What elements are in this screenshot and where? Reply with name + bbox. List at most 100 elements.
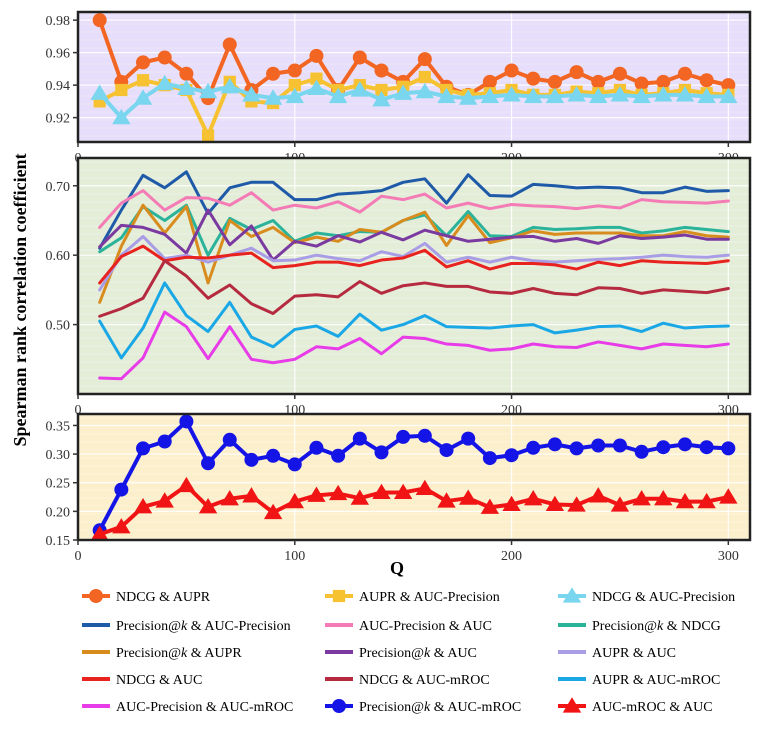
data-point-auc-mroc-and-auc: [112, 518, 131, 534]
panel-top-frame: [76, 10, 752, 144]
legend-item-precision-at-k-and-auc-precision: Precision@k & AUC-Precision: [82, 619, 291, 634]
data-point-ndcg-and-auc-precision: [437, 87, 456, 104]
panel-top: 0.920.940.960.980100200300: [46, 10, 752, 166]
data-point-auc-mroc-and-auc: [524, 490, 543, 506]
data-point-ndcg-and-aupr: [569, 65, 584, 80]
series-ndcg-and-auc-precision: [90, 74, 738, 125]
data-point-ndcg-and-auc-precision: [589, 87, 608, 104]
data-point-ndcg-and-auc-precision: [697, 87, 716, 104]
data-point-aupr-and-auc-precision: [115, 83, 128, 97]
data-point-ndcg-and-aupr: [677, 66, 692, 81]
legend-label: Precision@k & NDCG: [592, 619, 721, 634]
series-auc-mroc-and-auc: [90, 476, 738, 540]
data-point-auc-mroc-and-auc: [654, 490, 673, 506]
data-point-auc-mroc-and-auc: [198, 498, 218, 514]
data-point-auc-mroc-and-auc: [350, 489, 369, 505]
data-point-precision-at-k-and-auc-mroc: [201, 456, 216, 471]
legend-label: AUPR & AUC-mROC: [592, 673, 720, 688]
data-point-auc-mroc-and-auc: [610, 496, 630, 512]
legend-label: Precision@k & AUC-mROC: [359, 700, 521, 715]
series-ndcg-and-auc: [98, 244, 730, 285]
data-point-precision-at-k-and-auc-mroc: [374, 445, 389, 460]
series-ndcg-and-auc-mroc: [98, 259, 730, 318]
data-point-precision-at-k-and-auc-mroc: [677, 437, 692, 452]
data-point-precision-at-k-and-auc-mroc: [331, 448, 346, 463]
legend-label: Precision@k & AUPR: [116, 646, 242, 661]
legend-label: AUC-Precision & AUC-mROC: [116, 700, 293, 715]
series-line-auc-precision-and-auc: [98, 189, 730, 229]
legend-item-precision-at-k-and-ndcg: Precision@k & NDCG: [558, 619, 721, 634]
data-point-ndcg-and-auc-precision: [220, 78, 239, 94]
data-point-ndcg-and-auc-precision: [372, 91, 391, 107]
data-point-precision-at-k-and-auc-mroc: [244, 452, 259, 467]
data-point-ndcg-and-auc-precision: [415, 82, 435, 99]
data-point-precision-at-k-and-auc-mroc: [179, 414, 194, 429]
y-tick-label: 0.96: [46, 47, 71, 62]
legend-item-ndcg-and-auc: NDCG & AUC: [82, 673, 202, 688]
y-tick-label: 0.94: [46, 79, 71, 94]
series-auc-precision-and-auc-mroc: [98, 310, 730, 381]
data-point-ndcg-and-aupr: [352, 50, 367, 65]
data-point-ndcg-and-auc-precision: [155, 74, 174, 91]
panel-middle-plot: [98, 170, 730, 381]
data-point-ndcg-and-auc-precision: [307, 79, 326, 95]
y-tick-label: 0.92: [46, 112, 71, 127]
data-point-auc-mroc-and-auc: [177, 476, 196, 493]
legend-item-precision-at-k-and-auc: Precision@k & AUC: [325, 646, 477, 661]
y-tick-label: 0.20: [46, 505, 71, 520]
data-point-ndcg-and-auc-precision: [459, 89, 478, 105]
data-point-precision-at-k-and-auc-mroc: [721, 441, 736, 456]
panel-middle-frame: [76, 156, 752, 396]
legend-label: NDCG & AUC: [116, 673, 202, 688]
data-point-auc-mroc-and-auc: [437, 492, 456, 508]
x-tick-label: 0: [75, 403, 82, 418]
series-precision-at-k-and-aupr: [98, 203, 730, 304]
series-auc-precision-and-auc: [98, 189, 730, 229]
data-point-precision-at-k-and-auc-mroc: [417, 428, 432, 443]
data-point-ndcg-and-auc-precision: [263, 89, 283, 105]
data-point-ndcg-and-auc-precision: [285, 87, 304, 104]
data-point-auc-mroc-and-auc: [632, 490, 651, 506]
series-line-precision-at-k-and-aupr: [98, 203, 730, 304]
x-tick-label: 0: [75, 549, 82, 564]
data-point-auc-mroc-and-auc: [90, 525, 109, 540]
series-aupr-and-auc: [98, 234, 730, 292]
data-point-ndcg-and-aupr: [656, 74, 671, 89]
data-point-ndcg-and-auc-precision: [610, 86, 630, 102]
panel-top-plot: [90, 13, 738, 142]
legend-item-aupr-and-auc-precision: AUPR & AUC-Precision: [325, 589, 500, 605]
data-point-ndcg-and-aupr: [222, 37, 237, 52]
x-tick-label: 100: [284, 549, 305, 564]
data-point-ndcg-and-auc-precision: [177, 79, 196, 95]
series-line-aupr-and-auc-mroc: [98, 281, 730, 360]
legend-item-precision-at-k-and-auc-mroc: Precision@k & AUC-mROC: [325, 699, 521, 715]
y-tick-label: 0.70: [46, 180, 71, 195]
data-point-ndcg-and-aupr: [417, 52, 432, 67]
data-point-ndcg-and-aupr: [504, 63, 519, 78]
data-point-auc-mroc-and-auc: [285, 492, 304, 509]
data-point-auc-mroc-and-auc: [459, 489, 478, 505]
data-point-auc-mroc-and-auc: [675, 492, 695, 509]
data-point-ndcg-and-aupr: [699, 73, 714, 88]
series-precision-at-k-and-auc-precision: [98, 170, 730, 250]
data-point-ndcg-and-aupr: [157, 50, 172, 65]
series-line-ndcg-and-auc-mroc: [98, 259, 730, 318]
data-point-precision-at-k-and-auc-mroc: [591, 438, 606, 453]
data-point-aupr-and-auc-precision: [310, 72, 323, 85]
y-tick-label: 0.35: [46, 419, 71, 434]
panel-bottom-background: [78, 414, 750, 540]
data-point-ndcg-and-auc-precision: [112, 108, 131, 125]
legend-item-precision-at-k-and-aupr: Precision@k & AUPR: [82, 646, 242, 661]
series-aupr-and-auc-mroc: [98, 281, 730, 360]
x-tick-label: 300: [718, 549, 739, 564]
data-point-ndcg-and-auc-precision: [654, 86, 673, 102]
data-point-precision-at-k-and-auc-mroc: [136, 441, 151, 456]
data-point-precision-at-k-and-auc-mroc: [461, 431, 476, 446]
x-axis-title: Q: [390, 558, 404, 578]
data-point-aupr-and-auc-precision: [375, 83, 388, 97]
data-point-auc-mroc-and-auc: [480, 498, 500, 514]
y-tick-label: 0.30: [46, 448, 71, 463]
panel-middle: 0.500.600.700 100 200 300: [46, 156, 752, 418]
data-point-auc-mroc-and-auc: [567, 496, 586, 512]
